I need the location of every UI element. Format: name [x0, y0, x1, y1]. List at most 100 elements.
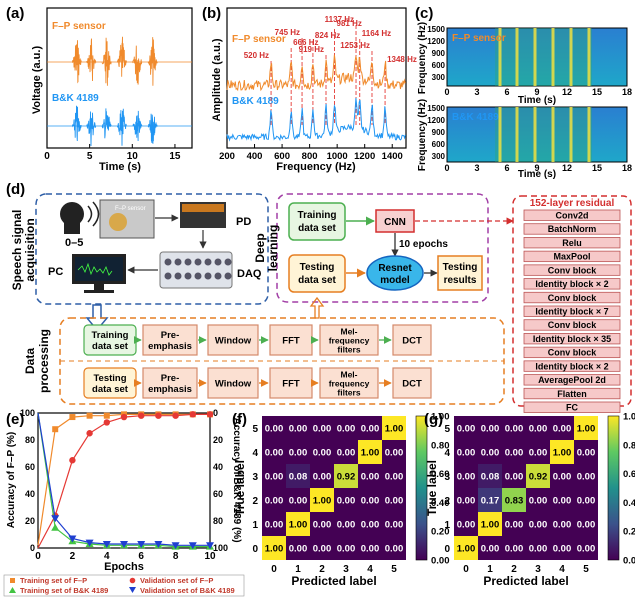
resnet-layer-text: Identity block × 2: [535, 279, 608, 289]
xtick-label: 0: [44, 151, 50, 162]
xtick-label-bot: 18: [622, 163, 632, 173]
waveform-burst-0: [71, 105, 82, 142]
speech-stripe-0: [498, 107, 502, 162]
cm-cell-value: 0.00: [529, 544, 548, 555]
cm-cell-fill: [382, 416, 406, 440]
cm-ytick: 2: [252, 496, 258, 507]
xtick-label: 10: [204, 551, 216, 562]
pipeline-step-text: FFT: [282, 336, 300, 347]
xtick-label-top: 0: [444, 87, 449, 97]
cm-colorbar-tick: 0.00: [623, 556, 635, 567]
cm-cell-3-3: 0.92: [334, 464, 358, 488]
cm-cell-fill: [382, 488, 406, 512]
cm-cell-fill: [478, 416, 502, 440]
cm-cell-fill: [574, 536, 598, 560]
point: [51, 515, 60, 523]
dl-training-box: [288, 202, 346, 241]
cm-cell-1-2: 0.00: [310, 512, 334, 536]
cm-cell-5-5: 1.00: [574, 416, 598, 440]
legend-item-3: Validation set of B&K 4189: [129, 586, 235, 595]
resnet-layer-text: AveragePool 2d: [538, 375, 606, 385]
daq-knob: [214, 258, 222, 266]
legend-marker: [129, 587, 136, 593]
legend-item-2: Validation set of F–P: [129, 576, 213, 585]
cm-cell-value: 0.00: [457, 424, 476, 435]
resnet-layer-text: Conv block: [548, 348, 598, 358]
daq-knob: [174, 258, 182, 266]
xtick-label: 8: [173, 551, 179, 562]
cm-cell-value: 0.00: [265, 424, 284, 435]
resnet-layer-3: MaxPool: [523, 250, 621, 263]
peak-label: 520 Hz: [244, 51, 269, 60]
cm-cell-value: 0.83: [505, 496, 524, 507]
cm-cell-value: 0.00: [457, 448, 476, 459]
waveform-burst-5: [147, 37, 158, 86]
pipeline-step-box: [319, 367, 379, 399]
xtick-label-top: 3: [474, 87, 479, 97]
cm-cell-1-3: 0.00: [334, 512, 358, 536]
xtick-label-bot: 6: [504, 163, 509, 173]
pipeline-step-1: Pre-emphasis: [142, 367, 198, 399]
cm-cell-fill: [286, 512, 310, 536]
xtick-label-bot: 12: [562, 163, 572, 173]
resnet-layer-box: [523, 346, 621, 359]
cm-cell-4-5: 0.00: [574, 440, 598, 464]
xtick-label: 600: [274, 151, 290, 162]
pipeline-step-text: Mel-: [341, 327, 358, 337]
daq-knob: [194, 272, 202, 280]
panel-c-ylabel-bot: Frequency (Hz): [417, 99, 428, 171]
legend-frame: [3, 574, 245, 597]
spectrogram-bk-stripes: [495, 107, 592, 162]
pipeline-step-text: Training: [92, 330, 129, 341]
cm-cell-4-3: 0.00: [334, 440, 358, 464]
cm-cell-value: 0.00: [313, 448, 332, 459]
cm-cell-fill: [310, 440, 334, 464]
xtick-label: 4: [104, 551, 110, 562]
cm-cell-fill: [550, 464, 574, 488]
xtick-label: 800: [302, 151, 318, 162]
speech-stripe-2: [533, 28, 537, 86]
cm-cell-fill: [334, 536, 358, 560]
xtick-label-bot: 15: [592, 163, 602, 173]
cm-cell-fill: [358, 416, 382, 440]
cm-xtick: 3: [535, 564, 541, 575]
ytick-label-bot: 1500: [427, 104, 445, 113]
cm-cell-fill: [286, 440, 310, 464]
panel-e-legend: Training set of F–P Validation set of F–P…: [3, 574, 245, 597]
cm-cell-value: 0.00: [505, 424, 524, 435]
cm-cell-value: 0.00: [505, 448, 524, 459]
xtick-label: 200: [219, 151, 235, 162]
cm-cell-fill: [502, 512, 526, 536]
point: [120, 413, 128, 421]
ytick-right: 0: [213, 408, 218, 418]
xtick-label-bot: 3: [474, 163, 479, 173]
panel-c-ylabel-top: Frequency (Hz): [417, 22, 428, 94]
waveform-burst-0: [71, 40, 82, 84]
cm-cell-fill: [502, 440, 526, 464]
fp-sensor-photo: F–P sensor: [99, 199, 155, 239]
resnet-layer-text: Identity block × 2: [535, 361, 608, 371]
panel-a-xticks: 0 5 10 15: [44, 144, 181, 162]
series-line: [37, 412, 210, 548]
cm-cell-fill: [358, 512, 382, 536]
cm-cell-fill: [502, 536, 526, 560]
speech-stripe-5: [587, 28, 591, 86]
ytick-left: 100: [20, 408, 35, 418]
ytick-left: 80: [25, 435, 35, 445]
spectrogram-fp: F–P sensor: [446, 27, 628, 87]
cm-cell-value: 0.00: [361, 496, 380, 507]
legend-item-0: Training set of F–P: [10, 576, 87, 585]
cm-colorbar-tick: 0.80: [431, 440, 450, 451]
cm-cell-fill: [526, 512, 550, 536]
point: [85, 539, 94, 547]
point: [206, 411, 214, 418]
cm-cell-value: 0.00: [577, 544, 596, 555]
cm-cell-1-4: 0.00: [550, 512, 574, 536]
daq-knob: [224, 272, 232, 280]
cm-cell-fill: [574, 440, 598, 464]
waveform-burst-4: [132, 45, 143, 85]
cm-cell-value: 0.00: [505, 544, 524, 555]
